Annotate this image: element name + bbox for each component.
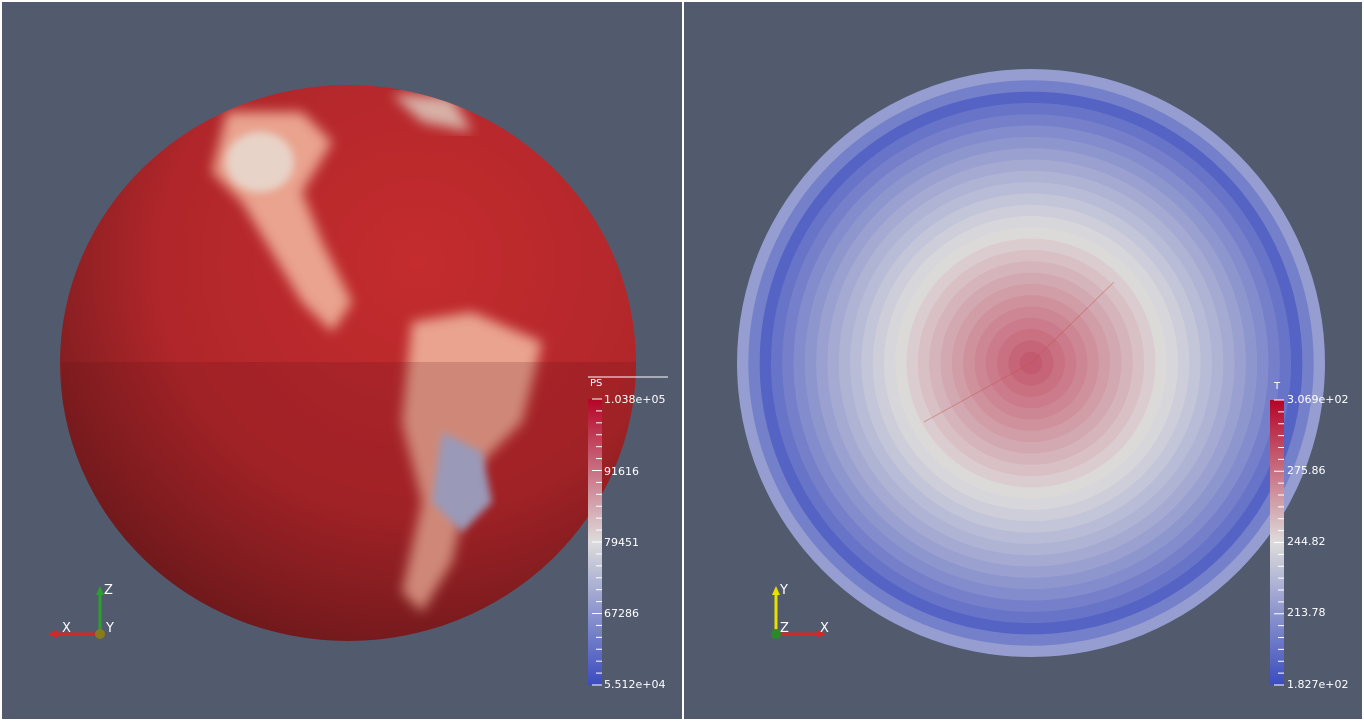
sphere-render	[48, 85, 668, 686]
colorbar-tick-label: 213.78	[1287, 606, 1326, 619]
render-view-left[interactable]: PS 1.038e+05 91616 79451 67286 5.512e+04…	[2, 2, 682, 719]
colorbar-min-label: 1.827e+02	[1287, 678, 1349, 691]
axis-label-x: X	[820, 621, 829, 636]
colorbar-tick-label: 67286	[604, 607, 639, 620]
colorbar-tick-label: 244.82	[1287, 535, 1326, 548]
colorbar-max-label: 3.069e+02	[1287, 393, 1349, 406]
colorbar-left	[588, 376, 668, 686]
colorbar-title: PS	[590, 378, 603, 389]
disk-render	[737, 69, 1325, 686]
colorbar-tick-label: 79451	[604, 536, 639, 549]
view-divider[interactable]	[682, 0, 684, 721]
axis-label-x: X	[62, 621, 71, 636]
axes-triad-left	[48, 586, 105, 639]
colorbar-title: T	[1274, 381, 1281, 392]
continent-highlights	[62, 94, 636, 641]
colorbar-min-label: 5.512e+04	[604, 678, 666, 691]
axis-label-z: Z	[104, 583, 113, 598]
temperature-rings	[737, 69, 1325, 657]
colorbar-max-label: 1.038e+05	[604, 393, 666, 406]
axes-triad-right	[771, 586, 826, 639]
axis-label-z: Z	[780, 621, 789, 636]
colorbar-tick-label: 275.86	[1287, 464, 1326, 477]
colorbar-tick-label: 91616	[604, 465, 639, 478]
axis-label-y: Y	[780, 583, 788, 598]
axis-label-y: Y	[106, 621, 114, 636]
temperature-ring	[1019, 351, 1043, 375]
render-view-right[interactable]: T 3.069e+02 275.86 244.82 213.78 1.827e+…	[684, 2, 1362, 719]
colorbar-right	[1270, 399, 1284, 686]
